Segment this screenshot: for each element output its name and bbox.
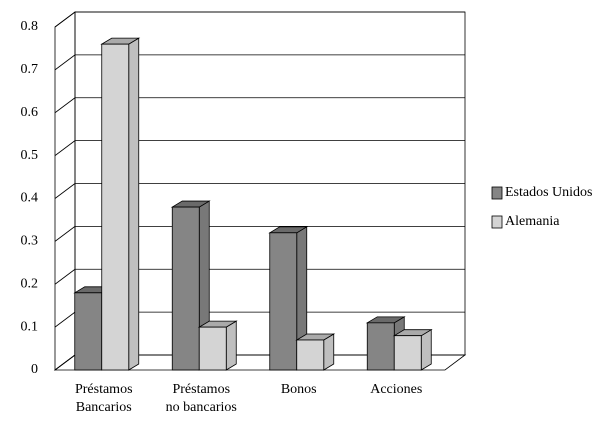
bar xyxy=(295,333,336,371)
bar xyxy=(197,320,238,371)
y-tick-label: 0.7 xyxy=(21,62,39,77)
y-tick-label: 0.2 xyxy=(21,276,39,291)
bar-front xyxy=(171,206,200,371)
bar-front xyxy=(74,292,103,371)
legend-label: Estados Unidos xyxy=(505,185,593,200)
legend-swatch xyxy=(491,186,503,200)
grid-side xyxy=(54,354,76,371)
bar xyxy=(392,328,433,371)
legend-swatch xyxy=(491,215,503,229)
bar-side xyxy=(420,328,432,371)
y-tick-label: 0 xyxy=(31,362,38,377)
bar-front xyxy=(366,322,395,371)
bar-front xyxy=(296,339,325,371)
y-tick-label: 0.1 xyxy=(21,319,39,334)
y-tick-label: 0.8 xyxy=(21,19,39,34)
bar-front xyxy=(393,335,422,371)
x-tick-label: Bonos xyxy=(280,382,317,397)
bar xyxy=(100,37,141,371)
bar-side xyxy=(225,320,237,371)
grid-side xyxy=(54,183,76,199)
grid-side xyxy=(54,11,76,28)
bar-front xyxy=(101,43,130,371)
y-tick-label: 0.4 xyxy=(21,191,39,206)
grid-side xyxy=(54,97,76,114)
bar-front xyxy=(269,232,298,371)
x-tick-label: Préstamos Bancarios xyxy=(74,382,133,415)
bar xyxy=(365,316,406,371)
bar-front xyxy=(198,326,227,371)
grid-side xyxy=(54,268,76,285)
x-tick-label: Acciones xyxy=(370,382,423,397)
grid-side xyxy=(54,54,76,71)
legend-label: Alemania xyxy=(505,214,560,229)
grid-side xyxy=(54,226,76,242)
y-tick-label: 0.5 xyxy=(21,148,39,163)
grid-side xyxy=(54,140,76,156)
x-tick-label: Préstamos no bancarios xyxy=(165,382,237,415)
y-tick-label: 0.6 xyxy=(21,105,39,120)
bar-side xyxy=(128,37,140,371)
bar xyxy=(170,200,211,371)
grid-side xyxy=(54,311,76,328)
y-tick-label: 0.3 xyxy=(21,234,39,249)
